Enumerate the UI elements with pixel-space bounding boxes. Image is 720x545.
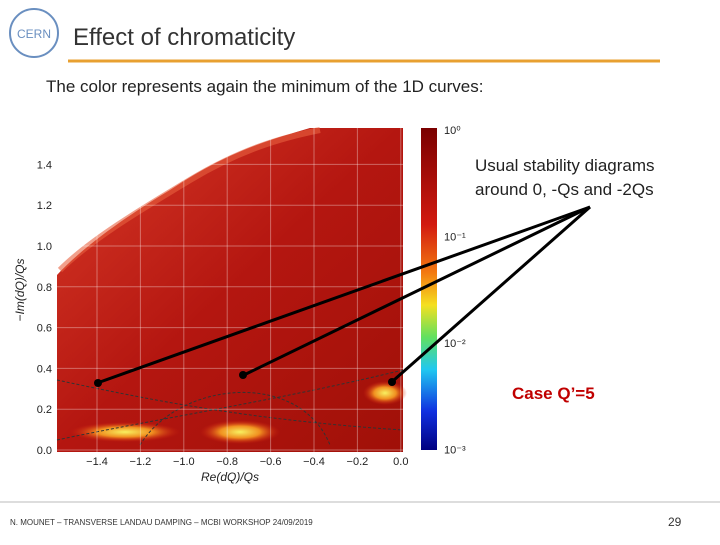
x-tick-label: −0.4 [303,456,325,468]
colorbar-tick-label: 10⁻¹ [444,232,466,244]
heatmap [56,127,407,452]
y-tick-label: 0.8 [37,282,52,294]
arrowheads [94,371,396,387]
logo-ring [9,8,59,58]
body-box: The color represents again the minimum o… [46,77,484,96]
colorbar-tick-label: 10⁻³ [444,445,466,457]
logo-text: CERN [17,27,51,41]
body-text: The color represents again the minimum o… [46,77,484,96]
annotation-line: Usual stability diagrams [475,156,655,175]
y-tick-label: 0.0 [37,445,52,457]
x-tick-label: 0.0 [393,456,408,468]
annotation-line: around 0, -Qs and -2Qs [475,180,654,199]
y-tick-label: 1.2 [37,200,52,212]
x-tick-label: −1.4 [86,456,108,468]
x-tick-label: −0.6 [260,456,282,468]
footer-text: N. MOUNET – TRANSVERSE LANDAU DAMPING – … [10,518,313,527]
y-axis-label: −Im(dQ)/Qs [13,258,27,321]
slide-title: Effect of chromaticity [73,24,295,51]
x-tick-label: −0.2 [347,456,369,468]
y-tick-label: 1.4 [37,159,52,171]
y-tick-label: 0.6 [37,323,52,335]
arrows [99,205,591,384]
colorbar [421,128,437,450]
colorbar-tick-label: 10⁻² [444,338,466,350]
case-label: Case Q’=5 [512,384,595,403]
x-tick-label: −1.2 [130,456,152,468]
page-number: 29 [668,515,682,529]
x-tick-label: −1.0 [173,456,195,468]
colorbar-tick-label: 10⁰ [444,125,461,137]
x-tick-label: −0.8 [216,456,238,468]
y-tick-label: 0.2 [37,404,52,416]
x-axis-label: Re(dQ)/Qs [201,470,259,484]
y-tick-label: 0.4 [37,363,52,375]
y-tick-label: 1.0 [37,241,52,253]
